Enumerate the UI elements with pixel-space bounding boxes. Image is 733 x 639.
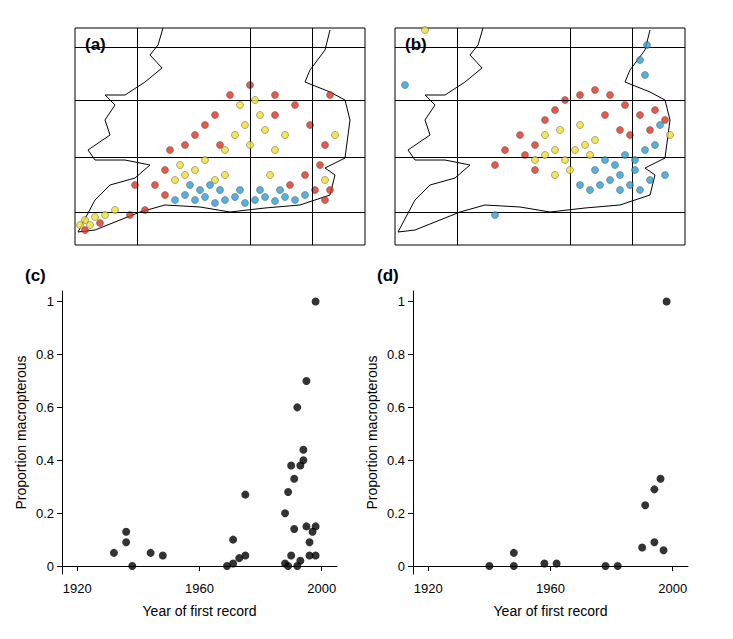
svg-text:1920: 1920 [414,581,443,596]
svg-text:1: 1 [47,294,54,309]
svg-text:Proportion macropterous: Proportion macropterous [13,355,29,509]
svg-text:Year of first record: Year of first record [494,603,608,619]
svg-text:1960: 1960 [185,581,214,596]
svg-text:1920: 1920 [63,581,92,596]
svg-text:0.2: 0.2 [387,506,405,521]
svg-text:0.8: 0.8 [387,347,405,362]
svg-text:0.8: 0.8 [36,347,54,362]
svg-text:0.6: 0.6 [36,400,54,415]
svg-text:0.6: 0.6 [387,400,405,415]
svg-text:(a): (a) [85,35,106,54]
svg-text:Proportion macropterous: Proportion macropterous [364,355,380,509]
svg-text:0: 0 [47,559,54,574]
svg-text:0: 0 [398,559,405,574]
svg-text:0.4: 0.4 [36,453,54,468]
svg-text:Year of first record: Year of first record [143,603,257,619]
svg-text:0.4: 0.4 [387,453,405,468]
svg-text:0.2: 0.2 [36,506,54,521]
svg-text:1960: 1960 [536,581,565,596]
svg-text:2000: 2000 [307,581,336,596]
svg-text:(c): (c) [25,266,46,285]
svg-text:1: 1 [398,294,405,309]
svg-text:(d): (d) [377,266,399,285]
svg-text:2000: 2000 [658,581,687,596]
svg-text:(b): (b) [405,35,427,54]
